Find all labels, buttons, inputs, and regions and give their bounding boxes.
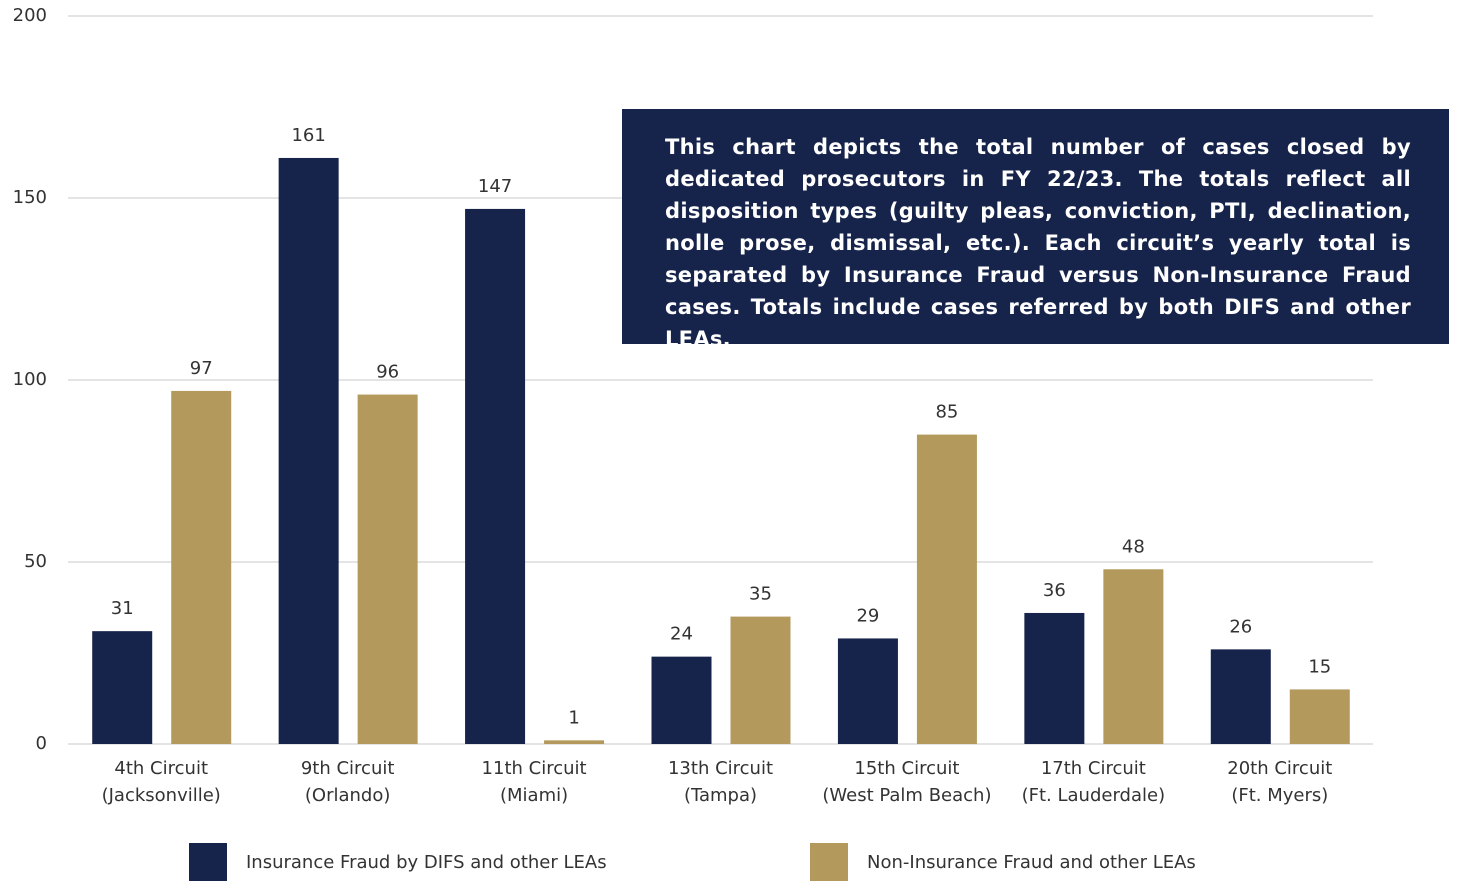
- value-label: 26: [1229, 616, 1252, 637]
- value-label: 97: [190, 358, 213, 379]
- x-tick-label: 15th Circuit (West Palm Beach): [822, 758, 991, 806]
- bar: [651, 656, 712, 744]
- value-label: 35: [749, 584, 772, 605]
- x-tick-label: 9th Circuit (Orlando): [301, 758, 395, 806]
- value-label: 29: [856, 605, 879, 626]
- x-tick-label: 17th Circuit (Ft. Lauderdale): [1022, 758, 1165, 806]
- bar: [730, 616, 791, 744]
- bar: [171, 390, 232, 744]
- x-tick-line: (West Palm Beach): [822, 785, 991, 806]
- x-tick-line: 9th Circuit: [301, 758, 395, 779]
- x-tick-line: (Ft. Lauderdale): [1022, 785, 1165, 806]
- bar: [1289, 689, 1350, 744]
- x-tick-line: 13th Circuit: [668, 758, 773, 779]
- bar: [278, 157, 339, 744]
- x-tick-line: (Jacksonville): [102, 785, 221, 806]
- value-label: 161: [291, 125, 325, 146]
- value-label: 24: [670, 624, 693, 645]
- value-label: 36: [1043, 580, 1066, 601]
- x-tick-line: 15th Circuit: [854, 758, 959, 779]
- bar: [916, 434, 977, 744]
- value-label: 48: [1122, 536, 1145, 557]
- legend-label: Insurance Fraud by DIFS and other LEAs: [246, 852, 607, 873]
- bar: [1103, 569, 1164, 744]
- x-tick-label: 20th Circuit (Ft. Myers): [1227, 758, 1332, 806]
- value-label: 147: [478, 176, 512, 197]
- x-tick-line: (Ft. Myers): [1231, 785, 1328, 806]
- y-tick-label: 100: [13, 369, 47, 390]
- value-label: 85: [935, 402, 958, 423]
- bar: [465, 208, 526, 745]
- legend-label: Non-Insurance Fraud and other LEAs: [867, 852, 1196, 873]
- value-label: 1: [568, 707, 579, 728]
- x-tick-line: 4th Circuit: [114, 758, 208, 779]
- value-label: 96: [376, 362, 399, 383]
- y-tick-label: 200: [13, 5, 47, 26]
- x-tick-line: (Orlando): [305, 785, 391, 806]
- value-label: 31: [111, 598, 134, 619]
- legend-swatch: [189, 843, 227, 881]
- annotation: This chart depicts the total number of c…: [622, 109, 1449, 351]
- x-tick-line: 11th Circuit: [482, 758, 587, 779]
- x-tick-line: (Tampa): [684, 785, 757, 806]
- x-tick-label: 4th Circuit (Jacksonville): [102, 758, 221, 806]
- bar: [92, 631, 153, 744]
- bar: [544, 740, 605, 744]
- bar: [837, 638, 898, 744]
- value-label: 15: [1308, 656, 1331, 677]
- x-tick-label: 13th Circuit (Tampa): [668, 758, 773, 806]
- bar: [357, 394, 418, 744]
- bar: [1024, 612, 1085, 744]
- x-tick-line: 20th Circuit: [1227, 758, 1332, 779]
- y-tick-label: 50: [24, 551, 47, 572]
- y-tick-label: 150: [13, 187, 47, 208]
- x-tick-line: (Miami): [500, 785, 568, 806]
- legend-swatch: [810, 843, 848, 881]
- bar: [1210, 649, 1271, 744]
- y-tick-label: 0: [36, 733, 47, 754]
- x-tick-line: 17th Circuit: [1041, 758, 1146, 779]
- x-tick-label: 11th Circuit (Miami): [482, 758, 587, 806]
